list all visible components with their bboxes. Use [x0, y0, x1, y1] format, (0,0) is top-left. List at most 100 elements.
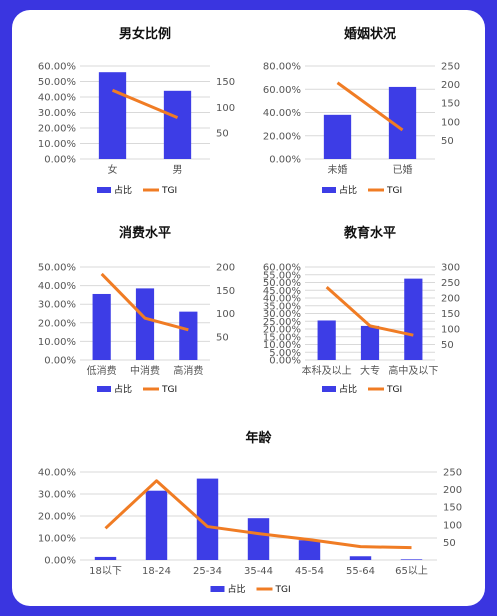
bar: [94, 556, 117, 560]
chart-marital: 婚姻状况 0.00% 20.00% 40.00% 60.00% 80.00% 50 100 15…: [255, 26, 465, 201]
bar: [179, 311, 198, 360]
bar: [317, 320, 336, 360]
tgi-line: [100, 272, 189, 332]
tgi-line: [104, 479, 412, 550]
bar: [135, 288, 155, 360]
y-tick-label: 10.00%: [38, 337, 76, 348]
legend-label-bar: 占比: [114, 383, 132, 395]
y-tick-label: 0.00%: [269, 356, 301, 367]
bar: [98, 72, 127, 159]
y2-tick-label: 50: [216, 332, 229, 343]
bar: [360, 325, 380, 360]
y2-tick-label: 150: [441, 99, 460, 110]
y-tick-label: 40.00%: [38, 281, 76, 292]
legend-swatch-bar: [322, 386, 336, 392]
y-tick-label: 20.00%: [38, 318, 76, 329]
y-tick-label: 30.00%: [38, 108, 76, 119]
x-tick-label: 男: [173, 164, 183, 176]
y-tick-label: 55.00%: [263, 270, 301, 281]
y-tick-label: 30.00%: [38, 490, 76, 501]
x-tick-label: 65以上: [395, 565, 428, 577]
y2-tick-label: 100: [441, 325, 460, 336]
bar: [298, 540, 321, 560]
y-tick-label: 10.00%: [38, 534, 76, 545]
y-tick-label: 50.00%: [38, 77, 76, 88]
legend-swatch-bar: [97, 386, 111, 392]
chart-age-svg: 年龄 0.00% 10.00% 20.00% 30.00% 40.00% 50 100 150 2…: [38, 430, 462, 595]
y2-tick-label: 150: [216, 77, 235, 88]
y2-tick-label: 250: [441, 278, 460, 289]
legend-label-bar: 占比: [114, 184, 132, 196]
x-tick-label: 中消费: [130, 364, 160, 377]
chart-gender: 男女比例 0.00% 10.00% 20.00% 30.00% 40.00% 50.00% 6…: [30, 26, 240, 201]
y-tick-label: 20.00%: [38, 512, 76, 523]
x-tick-label: 低消费: [87, 364, 117, 377]
x-tick-label: 45-54: [295, 566, 324, 577]
chart-education: 教育水平 0.00% 5.00% 10.00% 15.00% 20.00% 25.00% 30…: [255, 225, 465, 400]
y-tick-label: 5.00%: [269, 348, 301, 359]
legend-swatch-bar: [210, 586, 225, 592]
bar: [92, 293, 111, 360]
x-tick-label: 未婚: [328, 163, 348, 176]
y-tick-label: 0.00%: [269, 155, 301, 166]
tgi-line: [336, 81, 404, 132]
x-tick-label: 55-64: [346, 566, 375, 577]
legend-label-line: TGI: [161, 186, 177, 196]
y-tick-label: 15.00%: [263, 332, 301, 343]
chart-title: 男女比例: [119, 26, 171, 42]
chart-consumption-svg: 消费水平 0.00% 10.00% 20.00% 30.00% 40.00% 50.00% 5…: [38, 225, 235, 395]
bar: [404, 278, 423, 360]
bar: [349, 556, 372, 560]
chart-age: 年龄 0.00% 10.00% 20.00% 30.00% 40.00% 50 100 150 2…: [30, 430, 467, 600]
y-tick-label: 40.00%: [38, 468, 76, 479]
y2-tick-label: 250: [443, 468, 462, 479]
x-tick-label: 高消费: [173, 364, 203, 377]
tgi-line: [325, 286, 414, 337]
y-tick-label: 0.00%: [44, 556, 76, 567]
bar: [247, 518, 270, 560]
y-tick-label: 60.00%: [38, 62, 76, 73]
x-tick-label: 35-44: [244, 566, 273, 577]
y2-tick-label: 100: [216, 103, 235, 114]
y-tick-label: 10.00%: [38, 139, 76, 150]
y2-tick-label: 150: [441, 309, 460, 320]
legend-label-line: TGI: [386, 186, 402, 196]
y2-tick-label: 250: [441, 62, 460, 73]
y-tick-label: 30.00%: [38, 300, 76, 311]
x-tick-label: 18-24: [142, 566, 171, 577]
y-tick-label: 50.00%: [263, 278, 301, 289]
legend-label-bar: 占比: [339, 184, 357, 196]
y-tick-label: 60.00%: [263, 85, 301, 96]
chart-title: 消费水平: [119, 225, 171, 241]
y2-tick-label: 50: [441, 340, 454, 351]
y-tick-label: 80.00%: [263, 62, 301, 73]
y-tick-label: 20.00%: [263, 325, 301, 336]
y2-tick-label: 200: [441, 294, 460, 305]
y2-tick-label: 200: [443, 485, 462, 496]
y2-tick-label: 100: [443, 520, 462, 531]
y-tick-label: 45.00%: [263, 286, 301, 297]
x-tick-label: 女: [108, 163, 118, 176]
y2-tick-label: 50: [216, 129, 229, 140]
bar: [163, 90, 192, 159]
y-tick-label: 40.00%: [38, 93, 76, 104]
x-tick-label: 大专: [360, 364, 380, 377]
bar: [400, 559, 423, 560]
bar: [196, 478, 219, 560]
tgi-line: [111, 88, 179, 120]
y2-tick-label: 200: [441, 80, 460, 91]
legend-label-bar: 占比: [339, 383, 357, 395]
legend-label-line: TGI: [161, 385, 177, 395]
chart-gender-svg: 男女比例 0.00% 10.00% 20.00% 30.00% 40.00% 50.00% 6…: [38, 26, 235, 196]
chart-marital-svg: 婚姻状况 0.00% 20.00% 40.00% 60.00% 80.00% 50 100 15…: [263, 26, 460, 196]
y2-tick-label: 200: [216, 263, 235, 274]
legend-swatch-bar: [322, 187, 336, 193]
y2-tick-label: 100: [441, 117, 460, 128]
dashboard-card: 男女比例 0.00% 10.00% 20.00% 30.00% 40.00% 50.00% 6…: [12, 10, 485, 606]
y2-tick-label: 50: [443, 538, 456, 549]
y-tick-label: 60.00%: [263, 263, 301, 274]
y-tick-label: 50.00%: [38, 263, 76, 274]
legend-label-bar: 占比: [228, 583, 246, 595]
chart-title: 教育水平: [343, 225, 396, 241]
x-tick-label: 已婚: [393, 163, 413, 176]
